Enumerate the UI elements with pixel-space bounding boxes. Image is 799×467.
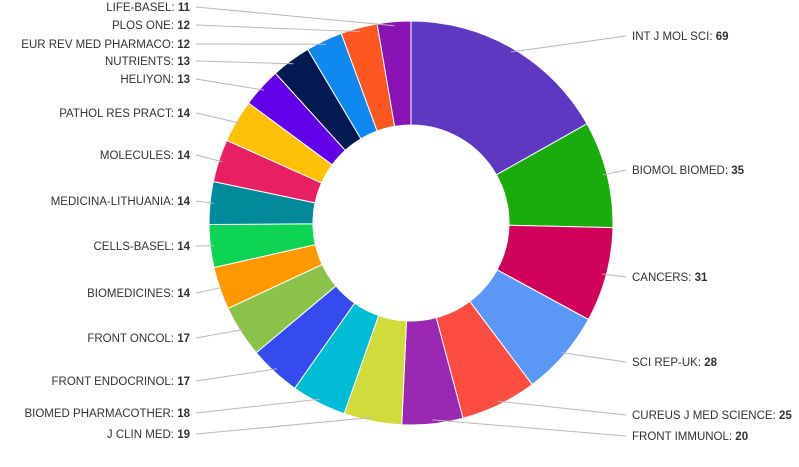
slice-label-value: 13 bbox=[177, 74, 190, 86]
slice-label-value: 14 bbox=[177, 150, 190, 162]
slice-label-name: EUR REV MED PHARMACO: bbox=[21, 39, 177, 51]
slice-label-value: 35 bbox=[731, 165, 744, 177]
leader-line bbox=[560, 351, 627, 363]
slice-label-name: INT J MOL SCI: bbox=[632, 31, 716, 43]
slice-label: PLOS ONE: 12 bbox=[112, 20, 190, 32]
leader-line bbox=[602, 273, 627, 278]
slice-label: HELIYON: 13 bbox=[120, 74, 190, 86]
leader-line bbox=[195, 286, 224, 294]
leader-line bbox=[195, 60, 294, 65]
slice-label-name: BIOMED PHARMACOTHER: bbox=[24, 408, 177, 420]
slice-label-value: 14 bbox=[177, 196, 190, 208]
slice-label: SCI REP-UK: 28 bbox=[632, 357, 718, 369]
slice-label-value: 11 bbox=[178, 2, 191, 14]
slice-labels: INT J MOL SCI: 69 BIOMOL BIOMED: 35 CANCER… bbox=[21, 2, 792, 443]
slice-label-value: 13 bbox=[177, 56, 190, 68]
slice-label-name: SCI REP-UK: bbox=[632, 357, 704, 369]
donut-slice bbox=[410, 20, 588, 176]
slice-label-name: NUTRIENTS: bbox=[105, 56, 177, 68]
leader-line bbox=[195, 200, 215, 204]
slice-label: BIOMEDICINES: 14 bbox=[87, 288, 191, 300]
slice-label: FRONT IMMUNOL: 20 bbox=[632, 431, 748, 443]
slice-label: PATHOL RES PRACT: 14 bbox=[59, 108, 190, 120]
slice-label-value: 17 bbox=[177, 376, 190, 388]
slice-label-name: CELLS-BASEL: bbox=[93, 241, 177, 253]
slice-label: J CLIN MED: 19 bbox=[107, 429, 190, 441]
leader-line bbox=[195, 398, 321, 414]
slice-label-value: 17 bbox=[177, 333, 190, 345]
slice-label: LIFE-BASEL: 11 bbox=[106, 2, 190, 14]
leader-line bbox=[195, 328, 245, 339]
leader-line bbox=[195, 24, 361, 33]
slice-label: BIOMOL BIOMED: 35 bbox=[632, 165, 745, 177]
slice-label-name: PATHOL RES PRACT: bbox=[59, 108, 177, 120]
slice-label-name: HELIYON: bbox=[120, 74, 177, 86]
slice-label-name: CANCERS: bbox=[632, 272, 695, 284]
slice-label-value: 25 bbox=[779, 410, 792, 422]
slice-label: CUREUS J MED SCIENCE: 25 bbox=[632, 410, 792, 422]
slice-label-name: BIOMOL BIOMED: bbox=[632, 165, 731, 177]
leader-line bbox=[195, 78, 265, 91]
slice-label-name: FRONT ONCOL: bbox=[87, 333, 177, 345]
leader-line bbox=[510, 35, 627, 53]
slice-label-value: 18 bbox=[177, 408, 190, 420]
slice-label-value: 69 bbox=[716, 31, 729, 43]
slice-label-name: FRONT IMMUNOL: bbox=[632, 431, 735, 443]
slice-label-name: MEDICINA-LITHUANIA: bbox=[51, 196, 178, 208]
leader-line bbox=[195, 154, 223, 163]
slice-label: NUTRIENTS: 13 bbox=[105, 56, 190, 68]
leader-line bbox=[195, 368, 278, 382]
slice-label-name: PLOS ONE: bbox=[112, 20, 177, 32]
slice-label: MEDICINA-LITHUANIA: 14 bbox=[51, 196, 191, 208]
slice-label-name: J CLIN MED: bbox=[107, 429, 177, 441]
slice-label-name: FRONT ENDOCRINOL: bbox=[52, 376, 178, 388]
slice-label-value: 12 bbox=[177, 39, 190, 51]
leader-line bbox=[432, 419, 627, 437]
leader-line bbox=[497, 400, 627, 416]
slice-label: EUR REV MED PHARMACO: 12 bbox=[21, 39, 190, 51]
slice-label-value: 19 bbox=[177, 429, 190, 441]
slice-label: FRONT ONCOL: 17 bbox=[87, 333, 190, 345]
slice-label-value: 14 bbox=[177, 288, 190, 300]
donut-slice bbox=[376, 20, 412, 127]
slice-label-value: 14 bbox=[177, 241, 190, 253]
slice-label-value: 14 bbox=[177, 108, 190, 120]
slice-label: CELLS-BASEL: 14 bbox=[93, 241, 190, 253]
slice-label-name: LIFE-BASEL: bbox=[106, 2, 178, 14]
leader-line bbox=[602, 169, 627, 176]
slice-label-value: 12 bbox=[177, 20, 190, 32]
slice-label: CANCERS: 31 bbox=[632, 272, 708, 284]
donut-slices bbox=[208, 20, 614, 426]
slice-label: FRONT ENDOCRINOL: 17 bbox=[52, 376, 190, 388]
leader-line bbox=[195, 6, 395, 27]
slice-label-value: 28 bbox=[704, 357, 717, 369]
slice-label-name: CUREUS J MED SCIENCE: bbox=[632, 410, 779, 422]
slice-label-name: BIOMEDICINES: bbox=[87, 288, 177, 300]
leader-line bbox=[195, 416, 374, 435]
slice-label-value: 31 bbox=[695, 272, 708, 284]
slice-label-value: 20 bbox=[735, 431, 748, 443]
slice-label: BIOMED PHARMACOTHER: 18 bbox=[24, 408, 190, 420]
slice-label-name: MOLECULES: bbox=[100, 150, 177, 162]
slice-label: INT J MOL SCI: 69 bbox=[632, 31, 729, 43]
slice-label: MOLECULES: 14 bbox=[100, 150, 191, 162]
leader-line bbox=[195, 112, 241, 124]
